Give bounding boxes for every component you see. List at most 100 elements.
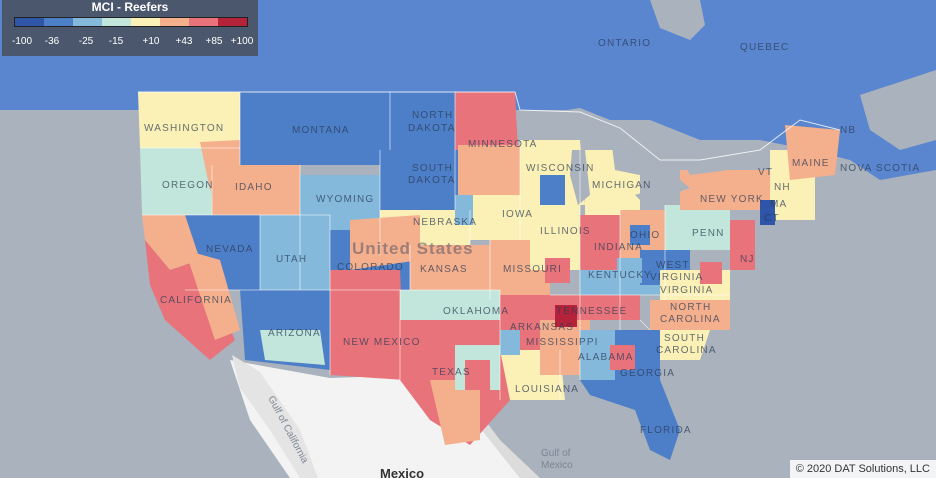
region-accent-7	[700, 262, 722, 284]
label-north-dakota-1: NORTH	[412, 110, 453, 121]
hudson-bay	[650, 0, 705, 40]
label-nb: NB	[840, 125, 856, 136]
label-maine: MAINE	[792, 158, 830, 169]
label-nj: NJ	[740, 254, 755, 265]
region-nm	[330, 270, 405, 380]
label-ct: CT	[764, 213, 780, 224]
label-south-carolina-1: SOUTH	[664, 333, 705, 344]
label-north-dakota-2: DAKOTA	[408, 123, 456, 134]
label-ohio: OHIO	[630, 230, 660, 241]
legend-tick: +100	[230, 36, 254, 47]
region-ut	[260, 215, 330, 290]
region-mt	[240, 92, 390, 165]
legend-tick: +43	[175, 36, 193, 47]
region-ny	[680, 170, 770, 210]
label-colorado: COLORADO	[337, 262, 404, 273]
region-pa	[665, 205, 730, 250]
canada-land-east	[580, 110, 936, 180]
legend-swatch	[102, 18, 131, 26]
region-ca-north	[142, 215, 200, 270]
legend-swatch	[131, 18, 160, 26]
lake-huron	[610, 130, 650, 175]
legend-title: MCI - Reefers	[91, 0, 169, 14]
legend-swatch	[189, 18, 218, 26]
legend-color-scale	[14, 17, 248, 27]
label-alabama: ALABAMA	[578, 352, 634, 363]
region-id	[212, 165, 300, 215]
region-accent-9	[465, 360, 490, 390]
legend-swatch	[44, 18, 73, 26]
region-co-east	[350, 215, 420, 270]
region-nd	[390, 92, 455, 150]
label-oklahoma: OKLAHOMA	[443, 306, 509, 317]
legend-tick: -36	[44, 36, 60, 47]
label-nebraska: NEBRASKA	[413, 217, 477, 228]
legend-tick-labels: -100 -36 -25 -15 +10 +43 +85 +100	[4, 36, 256, 50]
region-nj	[730, 220, 755, 270]
region-accent-8	[420, 320, 445, 350]
label-north-carolina-1: NORTH	[670, 302, 711, 313]
label-west-virginia-2: VIRGINIA	[650, 272, 704, 283]
label-nevada: NEVADA	[206, 244, 254, 255]
legend-panel: MCI - Reefers -100 -36 -25 -15 +10 +43 +…	[2, 0, 258, 56]
region-il	[530, 205, 580, 270]
label-united-states: United States	[352, 239, 474, 258]
region-az-south	[260, 330, 325, 365]
label-north-carolina-2: CAROLINA	[660, 314, 721, 325]
label-mexico: Mexico	[380, 466, 424, 478]
label-kentucky: KENTUCKY	[588, 270, 652, 281]
region-ks	[410, 245, 490, 290]
region-ms	[540, 320, 590, 375]
region-in	[580, 215, 620, 275]
label-vt: VT	[758, 167, 773, 178]
label-florida: FLORIDA	[640, 425, 692, 436]
legend-swatch	[15, 18, 44, 26]
region-sd	[380, 150, 460, 210]
label-gulf-of-mexico-1: Gulf of	[541, 448, 571, 459]
gulf-of-mexico	[470, 385, 655, 478]
region-accent-3	[617, 258, 642, 283]
region-tx-south	[430, 380, 480, 445]
label-ontario: ONTARIO	[598, 38, 651, 49]
label-iowa: IOWA	[502, 209, 533, 220]
label-georgia: GEORGIA	[620, 368, 675, 379]
label-idaho: IDAHO	[235, 182, 273, 193]
label-tennessee: TENNESSEE	[556, 306, 627, 317]
region-fl	[580, 380, 680, 460]
label-virginia: VIRGINIA	[660, 285, 714, 296]
label-nh: NH	[774, 182, 791, 193]
region-accent-4	[500, 330, 520, 355]
legend-swatch	[160, 18, 189, 26]
baja-peninsula	[232, 355, 318, 478]
legend-tick: +85	[205, 36, 223, 47]
region-accent-5	[610, 345, 635, 370]
label-gulf-of-mexico-2: Mexico	[541, 460, 573, 471]
label-indiana: INDIANA	[594, 242, 643, 253]
region-mn-south	[458, 145, 520, 200]
label-nova-scotia: NOVA SCOTIA	[840, 163, 920, 174]
label-michigan: MICHIGAN	[592, 180, 652, 191]
label-south-dakota-2: DAKOTA	[408, 175, 456, 186]
legend-swatch	[73, 18, 102, 26]
region-accent-12	[455, 195, 473, 225]
legend-tick: -15	[108, 36, 124, 47]
region-wa	[138, 92, 240, 148]
region-sc	[650, 330, 710, 360]
region-accent-1	[540, 175, 565, 205]
label-oregon: OREGON	[162, 180, 214, 191]
label-texas: TEXAS	[432, 367, 471, 378]
region-ia	[470, 195, 530, 240]
label-quebec: QUEBEC	[740, 42, 789, 53]
label-louisiana: LOUISIANA	[515, 384, 579, 395]
label-arizona: ARIZONA	[268, 328, 321, 339]
region-accent-6	[760, 200, 775, 225]
label-missouri: MISSOURI	[503, 264, 562, 275]
label-wisconsin: WISCONSIN	[526, 163, 595, 174]
region-accent-11	[630, 225, 650, 245]
label-illinois: ILLINOIS	[540, 226, 591, 237]
label-wyoming: WYOMING	[316, 194, 374, 205]
label-new-york: NEW YORK	[700, 194, 764, 205]
copyright-notice: © 2020 DAT Solutions, LLC	[789, 460, 936, 478]
